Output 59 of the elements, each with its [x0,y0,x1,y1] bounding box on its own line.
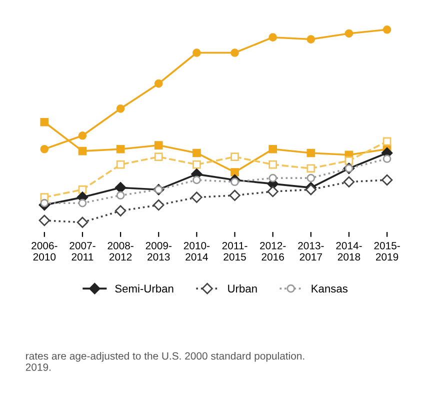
point [78,146,87,156]
point [154,79,163,88]
text: rates are age-adjusted to the U.S. 2000 standard population. 2019. [26,352,304,371]
x-tick-label: 2015- 2019 [374,242,400,261]
point [116,191,125,200]
point [267,186,278,198]
point [153,199,164,211]
point [40,118,49,126]
x-tick-label: 2014- 2018 [336,242,362,261]
point [40,144,49,154]
point [268,160,277,169]
point [382,154,392,163]
point [192,160,201,169]
point [154,152,163,162]
point [154,141,163,150]
point [192,48,201,57]
point [116,144,125,154]
x-tick-label: 2008- 2012 [108,242,134,261]
x-tick-label: 2006- 2010 [32,242,58,261]
point [230,152,239,162]
point [381,174,393,186]
point [192,148,201,158]
point [40,198,49,208]
point [230,168,239,176]
point [191,192,202,203]
point [306,164,316,173]
x-tick-label: 2011- 2015 [222,242,248,261]
point [306,148,316,158]
point [38,214,50,226]
point [76,216,88,228]
x-tick-label: 2013- 2017 [298,242,324,261]
x-tick-label: 2009- 2013 [146,242,172,261]
point [268,174,277,182]
legend-label: Semi-Urban [115,284,174,293]
point [343,176,355,188]
point [78,198,87,208]
point [344,156,354,165]
point [344,29,354,38]
legend-label: Kansas [312,284,348,293]
point [306,35,316,44]
point [229,190,240,201]
point [230,178,239,186]
point [78,185,87,194]
point [116,160,125,169]
point [192,176,201,184]
point [382,25,392,34]
point [230,48,239,57]
legend-label: Urban [228,284,257,293]
point [268,144,277,154]
point [268,33,277,42]
x-tick-label: 2010- 2014 [184,242,210,261]
point [382,137,392,146]
point [114,182,126,194]
point [114,205,126,216]
point [306,174,316,182]
point [116,104,125,113]
point [78,131,87,140]
x-tick-label: 2007- 2011 [70,242,96,261]
x-tick-label: 2012- 2016 [260,242,286,261]
